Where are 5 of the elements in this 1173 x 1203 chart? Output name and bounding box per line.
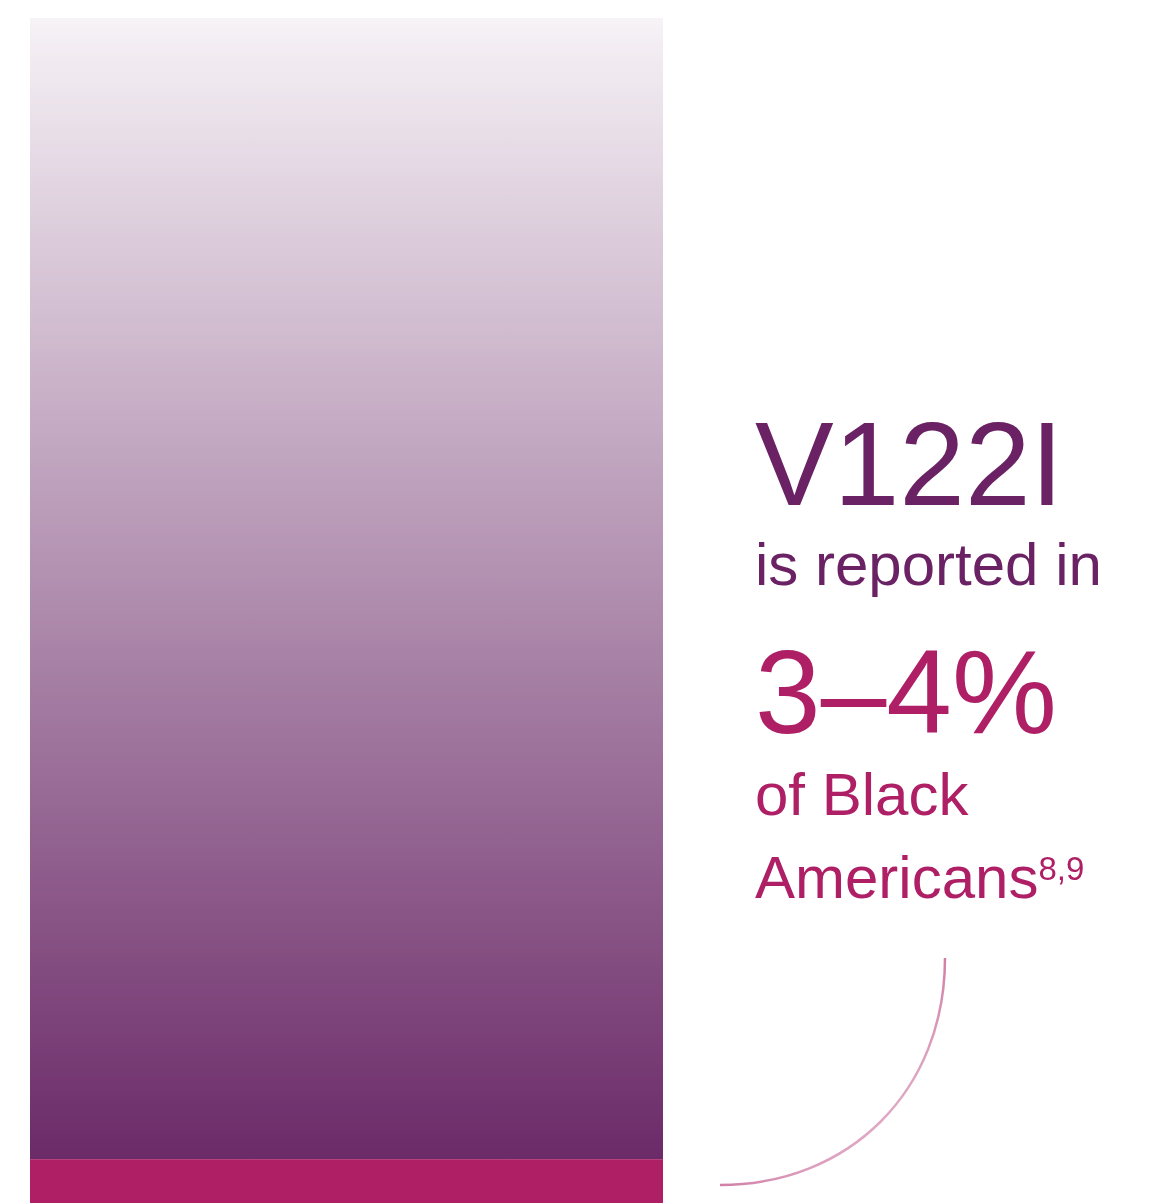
text: 3–4% <box>755 626 1057 758</box>
text: Americans$^{8,9}$ <box>755 844 1085 911</box>
text: of Black <box>755 761 970 828</box>
text: is reported in <box>755 531 1102 598</box>
text: V122I <box>755 398 1064 530</box>
